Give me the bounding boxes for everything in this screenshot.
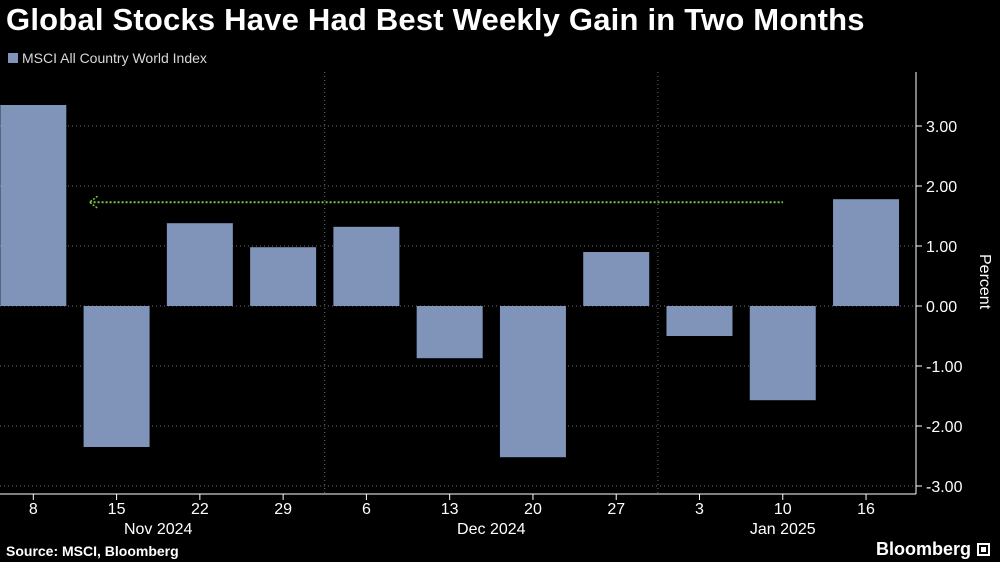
bar-10 <box>749 306 816 401</box>
y-axis-title: Percent <box>976 254 993 310</box>
x-tick-label: 8 <box>29 501 38 518</box>
month-label: Nov 2024 <box>124 521 193 538</box>
legend-label: MSCI All Country World Index <box>22 50 207 66</box>
legend: MSCI All Country World Index <box>8 50 207 66</box>
y-tick-label: 2.00 <box>926 179 957 196</box>
x-tick-label: 20 <box>524 501 542 518</box>
y-tick-label: -2.00 <box>926 419 963 436</box>
bar-16 <box>833 199 900 306</box>
bloomberg-logo-icon <box>977 543 990 556</box>
y-tick-label: 0.00 <box>926 299 957 316</box>
month-label: Dec 2024 <box>457 521 526 538</box>
y-tick-label: -1.00 <box>926 359 963 376</box>
bar-6 <box>333 226 400 306</box>
bloomberg-logo: Bloomberg <box>876 539 990 560</box>
bar-8 <box>0 105 67 306</box>
x-tick-label: 29 <box>274 501 292 518</box>
brand-name: Bloomberg <box>875 539 971 559</box>
bar-22 <box>166 223 233 306</box>
y-tick-label: -3.00 <box>926 479 963 496</box>
bar-27 <box>583 252 650 306</box>
y-tick-label: 3.00 <box>926 119 957 136</box>
month-label: Jan 2025 <box>750 521 816 538</box>
x-tick-label: 15 <box>108 501 126 518</box>
x-tick-label: 6 <box>362 501 371 518</box>
y-tick-label: 1.00 <box>926 239 957 256</box>
bar-3 <box>666 306 733 336</box>
x-tick-label: 3 <box>695 501 704 518</box>
bar-29 <box>250 247 317 306</box>
x-tick-label: 22 <box>191 501 209 518</box>
x-tick-label: 16 <box>857 501 875 518</box>
source-note: Source: MSCI, Bloomberg <box>6 543 179 559</box>
bar-20 <box>499 306 566 458</box>
x-tick-label: 13 <box>441 501 459 518</box>
chart-title: Global Stocks Have Had Best Weekly Gain … <box>6 2 865 37</box>
bar-13 <box>416 306 483 359</box>
legend-swatch <box>8 53 18 63</box>
bar-15 <box>83 306 150 447</box>
x-tick-label: 10 <box>774 501 792 518</box>
x-tick-label: 27 <box>607 501 625 518</box>
